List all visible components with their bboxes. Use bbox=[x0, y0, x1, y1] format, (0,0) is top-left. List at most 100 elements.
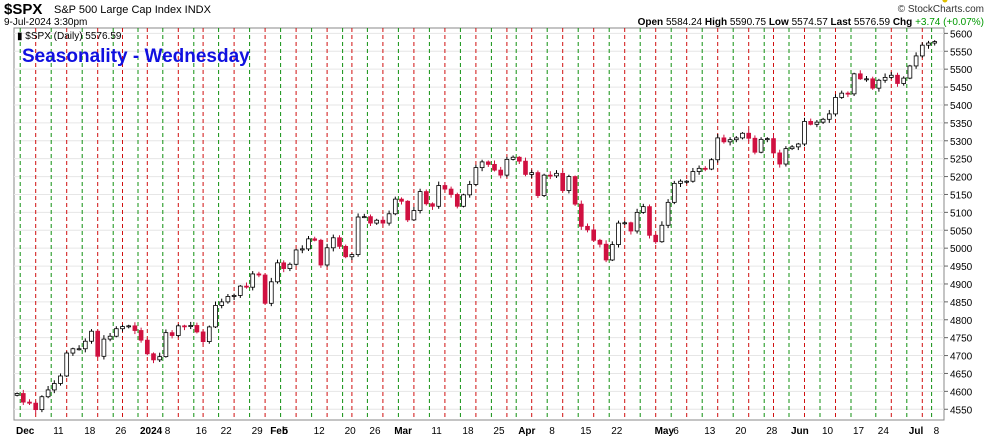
candle-body bbox=[237, 285, 243, 296]
y-tick-label: 5050 bbox=[950, 226, 973, 237]
x-tick-label: 17 bbox=[853, 426, 865, 437]
candle-body bbox=[144, 339, 150, 355]
watermark: © StockCharts.com bbox=[897, 4, 984, 15]
candle-body bbox=[684, 180, 690, 183]
chart-header: $SPX S&P 500 Large Cap Index INDX 9-Jul-… bbox=[0, 0, 990, 30]
candle-body bbox=[157, 356, 163, 361]
x-tick-label: 22 bbox=[221, 426, 233, 437]
candle-body bbox=[901, 77, 907, 84]
candle-body bbox=[120, 326, 125, 330]
candle-body bbox=[430, 203, 435, 207]
candle-body bbox=[417, 191, 423, 211]
candle-body bbox=[151, 353, 156, 361]
candle-body bbox=[368, 216, 373, 224]
candle-body bbox=[219, 301, 225, 306]
candle-body bbox=[690, 171, 696, 182]
x-tick-label: 8 bbox=[165, 426, 171, 437]
x-tick-label: Feb bbox=[270, 426, 288, 437]
candle-body bbox=[523, 160, 528, 175]
candle-body bbox=[349, 254, 355, 258]
candle-body bbox=[504, 158, 510, 176]
chart-title: Seasonality - Wednesday bbox=[22, 46, 250, 67]
candle-body bbox=[895, 74, 900, 84]
candle-body bbox=[101, 338, 107, 357]
x-tick-label: 2024 bbox=[140, 426, 163, 437]
candle-body bbox=[467, 184, 473, 196]
candle-body bbox=[20, 393, 26, 403]
candle-body bbox=[194, 325, 200, 333]
chg-label: Chg bbox=[892, 17, 913, 28]
candle-body bbox=[609, 244, 615, 261]
y-tick-label: 4800 bbox=[950, 316, 973, 327]
x-tick-label: Dec bbox=[16, 426, 35, 437]
x-tick-label: 26 bbox=[115, 426, 127, 437]
candle-body bbox=[213, 305, 218, 328]
candle-body bbox=[399, 198, 404, 202]
y-tick-label: 5600 bbox=[950, 29, 973, 40]
x-tick-label: 28 bbox=[766, 426, 778, 437]
x-tick-label: 25 bbox=[493, 426, 505, 437]
candle-body bbox=[281, 262, 287, 269]
candle-body bbox=[107, 335, 113, 340]
candle-body bbox=[746, 132, 752, 139]
ticker-symbol: $SPX bbox=[4, 1, 43, 18]
candle-body bbox=[14, 393, 20, 396]
candle-body bbox=[188, 325, 194, 327]
candle-body bbox=[820, 118, 826, 123]
candle-body bbox=[380, 219, 386, 224]
x-tick-label: 26 bbox=[369, 426, 381, 437]
candle-body bbox=[126, 325, 132, 328]
candle-body bbox=[727, 139, 733, 143]
x-tick-label: 20 bbox=[735, 426, 747, 437]
quote-summary: Open 5584.24 High 5590.75 Low 5574.57 La… bbox=[638, 17, 984, 28]
candle-body bbox=[665, 201, 671, 226]
y-tick-label: 4850 bbox=[950, 298, 973, 309]
last-label: Last bbox=[830, 17, 852, 28]
x-tick-label: May bbox=[655, 426, 675, 437]
candle-body bbox=[535, 172, 541, 196]
candle-body bbox=[461, 194, 466, 207]
y-tick-label: 4550 bbox=[950, 405, 973, 416]
candle-body bbox=[789, 146, 795, 150]
candle-body bbox=[622, 222, 628, 225]
candle-body bbox=[585, 225, 590, 231]
candle-body bbox=[182, 325, 187, 328]
y-tick-label: 5300 bbox=[950, 137, 973, 148]
candle-body bbox=[386, 213, 392, 224]
x-tick-label: Jul bbox=[909, 426, 924, 437]
x-tick-label: 12 bbox=[314, 426, 326, 437]
candle-body bbox=[870, 78, 876, 89]
last-value: 5576.59 bbox=[853, 17, 891, 28]
candle-body bbox=[337, 237, 342, 247]
candle-body bbox=[597, 239, 603, 245]
x-tick-label: 15 bbox=[580, 426, 592, 437]
y-tick-label: 5200 bbox=[950, 173, 973, 184]
x-tick-label: Mar bbox=[394, 426, 412, 437]
y-tick-label: 5150 bbox=[950, 190, 973, 201]
candle-body bbox=[318, 239, 324, 266]
candle-body bbox=[510, 156, 516, 160]
candle-body bbox=[913, 55, 919, 67]
y-tick-label: 5250 bbox=[950, 155, 973, 166]
candle-body bbox=[702, 167, 708, 170]
x-tick-label: 11 bbox=[431, 426, 442, 437]
candle-body bbox=[802, 121, 807, 145]
x-tick-label: 20 bbox=[345, 426, 357, 437]
x-tick-label: 24 bbox=[878, 426, 890, 437]
candle-body bbox=[560, 172, 566, 191]
x-tick-label: Jun bbox=[791, 426, 809, 437]
candle-body bbox=[64, 352, 70, 377]
candle-body bbox=[51, 383, 57, 391]
x-tick-label: 18 bbox=[84, 426, 96, 437]
x-tick-label: 5 bbox=[283, 426, 289, 437]
candle-body bbox=[479, 161, 485, 169]
candle-body bbox=[206, 326, 212, 342]
y-tick-label: 5550 bbox=[950, 47, 973, 58]
candle-body bbox=[355, 216, 361, 256]
candle-body bbox=[733, 137, 739, 141]
low-value: 5574.57 bbox=[791, 17, 828, 28]
candle-body bbox=[262, 274, 268, 304]
low-label: Low bbox=[768, 17, 789, 28]
candle-body bbox=[647, 206, 652, 236]
y-tick-label: 4900 bbox=[950, 280, 973, 291]
